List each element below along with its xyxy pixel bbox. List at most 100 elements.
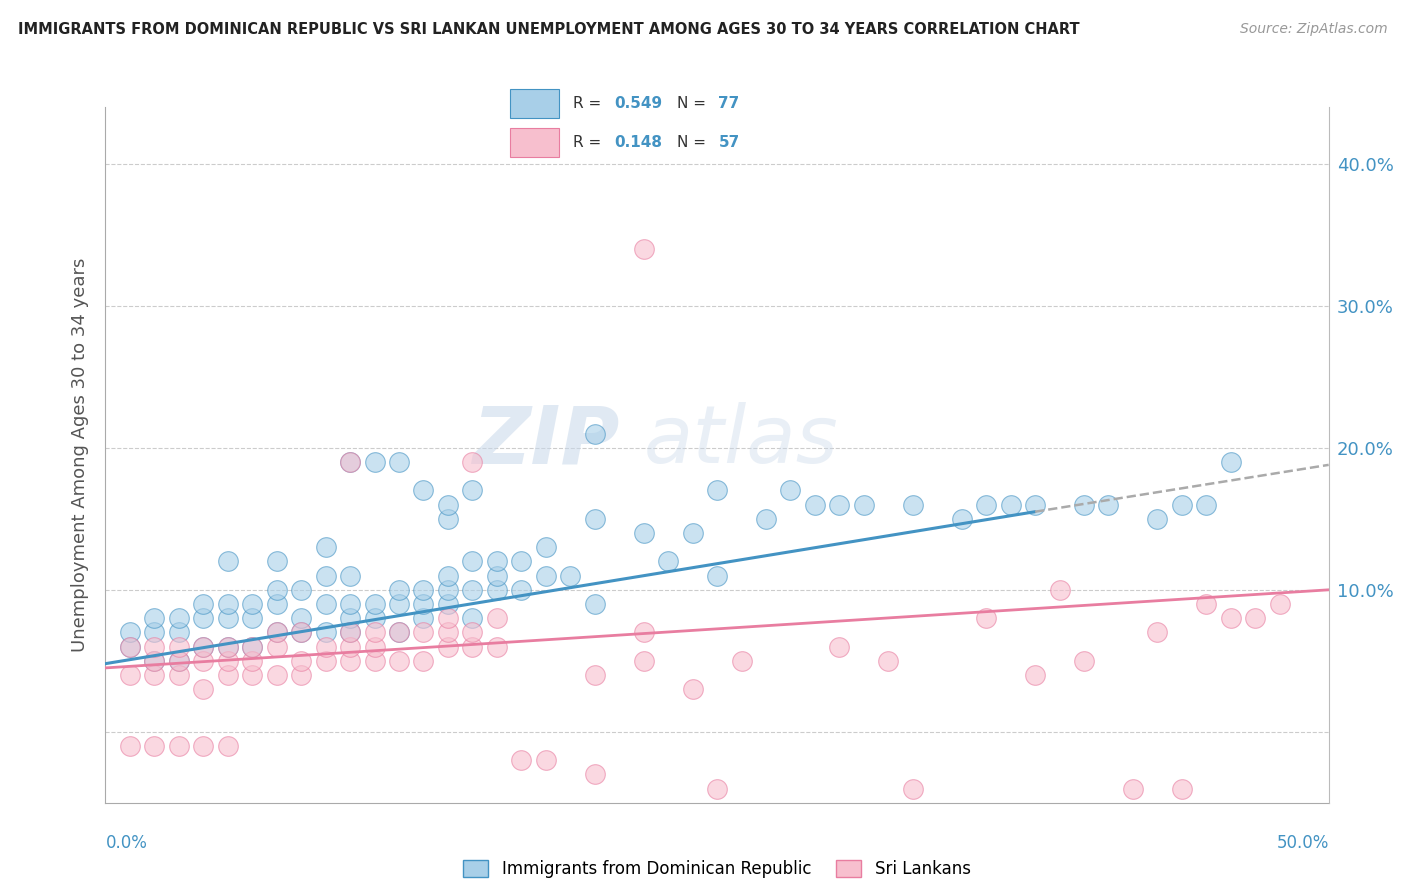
Point	[193, 640, 215, 654]
Legend: Immigrants from Dominican Republic, Sri Lankans: Immigrants from Dominican Republic, Sri …	[457, 854, 977, 885]
Point	[363, 654, 385, 668]
Point	[167, 640, 190, 654]
Point	[388, 597, 411, 611]
Point	[437, 611, 460, 625]
Point	[339, 597, 361, 611]
Point	[363, 640, 385, 654]
Point	[388, 625, 411, 640]
Text: 50.0%: 50.0%	[1277, 834, 1329, 852]
Text: 0.0%: 0.0%	[105, 834, 148, 852]
Point	[290, 582, 312, 597]
Point	[1024, 498, 1046, 512]
Point	[877, 654, 900, 668]
Point	[266, 668, 288, 682]
Point	[657, 554, 679, 568]
Point	[388, 654, 411, 668]
Point	[167, 625, 190, 640]
Point	[485, 554, 508, 568]
Point	[682, 682, 704, 697]
Point	[828, 640, 851, 654]
Point	[167, 654, 190, 668]
Point	[583, 512, 606, 526]
Point	[143, 654, 166, 668]
Point	[143, 625, 166, 640]
Point	[779, 483, 801, 498]
Point	[437, 582, 460, 597]
Text: 0.549: 0.549	[614, 95, 662, 111]
Text: Source: ZipAtlas.com: Source: ZipAtlas.com	[1240, 22, 1388, 37]
Point	[143, 739, 166, 753]
Point	[217, 640, 239, 654]
Point	[363, 455, 385, 469]
Point	[485, 582, 508, 597]
Point	[706, 568, 728, 582]
Point	[118, 625, 141, 640]
Point	[118, 640, 141, 654]
Point	[560, 568, 582, 582]
Point	[118, 640, 141, 654]
Point	[339, 654, 361, 668]
Point	[193, 682, 215, 697]
Point	[193, 654, 215, 668]
Point	[217, 554, 239, 568]
Y-axis label: Unemployment Among Ages 30 to 34 years: Unemployment Among Ages 30 to 34 years	[72, 258, 90, 652]
Point	[240, 668, 263, 682]
Point	[633, 526, 655, 541]
Point	[217, 739, 239, 753]
Point	[412, 611, 434, 625]
Point	[339, 568, 361, 582]
Point	[1049, 582, 1071, 597]
Point	[510, 554, 533, 568]
Point	[437, 625, 460, 640]
Point	[730, 654, 752, 668]
Text: ZIP: ZIP	[472, 402, 619, 480]
Point	[217, 640, 239, 654]
Point	[828, 498, 851, 512]
Point	[118, 739, 141, 753]
Point	[901, 781, 924, 796]
Point	[682, 526, 704, 541]
Point	[388, 582, 411, 597]
Text: 77: 77	[718, 95, 740, 111]
Point	[633, 242, 655, 256]
Point	[217, 611, 239, 625]
Text: N =: N =	[678, 95, 711, 111]
Point	[193, 597, 215, 611]
Text: R =: R =	[574, 95, 606, 111]
Point	[290, 625, 312, 640]
Point	[240, 640, 263, 654]
Point	[1122, 781, 1144, 796]
Point	[1244, 611, 1267, 625]
Point	[339, 455, 361, 469]
Point	[437, 597, 460, 611]
Point	[755, 824, 778, 838]
FancyBboxPatch shape	[510, 128, 560, 157]
Point	[363, 597, 385, 611]
Point	[534, 568, 557, 582]
Point	[315, 654, 337, 668]
Point	[143, 640, 166, 654]
Point	[412, 483, 434, 498]
Point	[266, 640, 288, 654]
Point	[461, 554, 484, 568]
Point	[755, 512, 778, 526]
Point	[388, 455, 411, 469]
Point	[217, 668, 239, 682]
Text: N =: N =	[678, 135, 711, 150]
Text: atlas: atlas	[644, 402, 838, 480]
Point	[633, 654, 655, 668]
Point	[315, 540, 337, 554]
Point	[583, 767, 606, 781]
FancyBboxPatch shape	[510, 89, 560, 118]
Point	[193, 739, 215, 753]
Point	[437, 640, 460, 654]
Point	[461, 625, 484, 640]
Point	[266, 582, 288, 597]
Point	[315, 625, 337, 640]
Text: IMMIGRANTS FROM DOMINICAN REPUBLIC VS SRI LANKAN UNEMPLOYMENT AMONG AGES 30 TO 3: IMMIGRANTS FROM DOMINICAN REPUBLIC VS SR…	[18, 22, 1080, 37]
Point	[412, 654, 434, 668]
Point	[412, 625, 434, 640]
Point	[510, 753, 533, 767]
Point	[1171, 781, 1194, 796]
Point	[339, 455, 361, 469]
